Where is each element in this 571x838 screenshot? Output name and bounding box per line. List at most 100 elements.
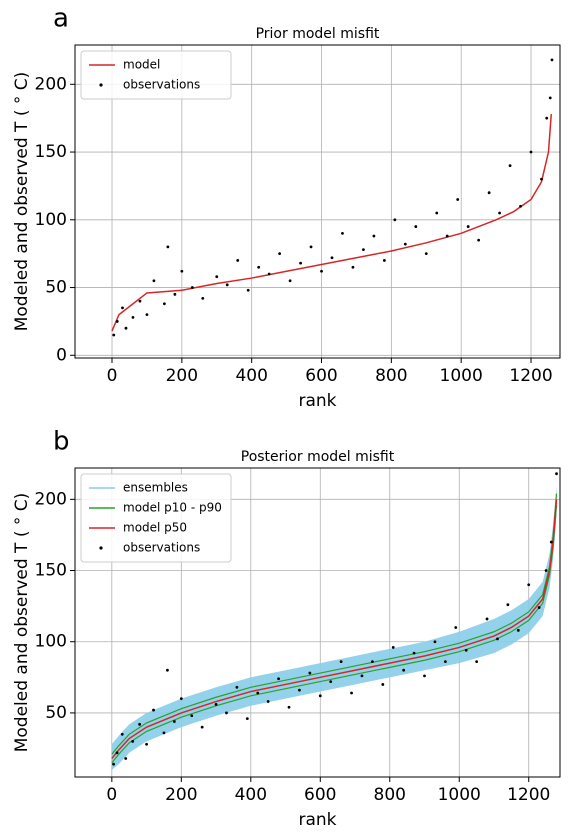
y-tick-label: 200 xyxy=(35,74,67,94)
observation-point xyxy=(190,714,194,718)
observation-point xyxy=(121,306,124,310)
observation-point xyxy=(287,705,291,709)
y-tick-label: 50 xyxy=(45,278,67,298)
observation-point xyxy=(360,674,364,678)
legend-label: model xyxy=(123,58,160,72)
observation-point xyxy=(277,677,280,681)
observation-point xyxy=(215,275,219,279)
observation-point xyxy=(173,292,177,296)
x-tick-label: 600 xyxy=(304,785,336,805)
observation-point xyxy=(329,680,333,683)
observation-point xyxy=(516,628,520,632)
plot-frame xyxy=(74,44,561,359)
observation-point xyxy=(225,711,228,715)
observation-point xyxy=(435,211,439,215)
observation-point xyxy=(124,326,128,330)
observation-point xyxy=(393,218,397,222)
observation-point xyxy=(298,688,301,692)
legend-box xyxy=(80,473,232,563)
observation-point xyxy=(180,269,184,273)
observation-point xyxy=(124,757,128,760)
observation-point xyxy=(225,283,229,287)
observation-point xyxy=(402,668,406,672)
observation-point xyxy=(464,648,468,652)
observation-point xyxy=(235,685,239,689)
y-tick-label: 0 xyxy=(56,345,67,365)
observation-point xyxy=(381,683,385,686)
observation-point xyxy=(267,272,271,276)
observation-point xyxy=(190,286,194,289)
x-tick-label: 1200 xyxy=(509,366,552,386)
observation-point xyxy=(362,248,365,252)
observation-point xyxy=(236,259,240,262)
y-tick-label: 100 xyxy=(35,210,67,230)
observation-point xyxy=(477,238,481,242)
observation-point xyxy=(339,660,343,664)
chart-title: Posterior model misfit xyxy=(241,449,395,465)
observation-point xyxy=(112,762,115,766)
x-tick-label: 600 xyxy=(305,366,337,386)
legend-label: observations xyxy=(123,78,200,92)
observation-point xyxy=(138,299,142,303)
observation-point xyxy=(145,742,148,746)
y-axis-label: Modeled and observed T ( ° C) xyxy=(12,72,32,332)
x-tick-label: 1200 xyxy=(507,785,550,805)
observation-point xyxy=(454,626,458,629)
y-tick-label: 150 xyxy=(35,561,67,581)
observation-point xyxy=(545,116,549,120)
observation-point xyxy=(318,694,322,698)
observation-point xyxy=(166,245,170,249)
observation-point xyxy=(519,204,522,208)
x-tick-label: 1000 xyxy=(440,366,483,386)
observation-point xyxy=(162,731,166,735)
x-tick-label: 0 xyxy=(107,366,118,386)
plot-frame xyxy=(74,467,561,778)
observation-point xyxy=(162,302,166,306)
model-line xyxy=(111,114,553,332)
observation-point xyxy=(506,603,510,607)
y-tick-label: 100 xyxy=(35,632,67,652)
observation-point xyxy=(433,640,437,644)
observation-point xyxy=(115,320,119,323)
observation-point xyxy=(540,177,543,181)
observation-point xyxy=(350,691,353,695)
observation-point xyxy=(487,191,491,195)
model-line xyxy=(111,499,558,759)
observation-point xyxy=(278,252,282,256)
legend-label: model p10 - p90 xyxy=(123,501,222,515)
observation-point xyxy=(382,259,386,262)
observation-point xyxy=(152,708,155,712)
observation-point xyxy=(548,96,552,100)
observation-point xyxy=(166,668,169,672)
observation-point xyxy=(138,722,142,726)
x-axis-label: rank xyxy=(298,391,336,411)
x-tick-label: 0 xyxy=(106,785,117,805)
observation-point xyxy=(544,569,548,572)
observation-point xyxy=(320,269,323,273)
observation-point xyxy=(527,583,531,587)
observation-point xyxy=(445,234,449,238)
observation-point xyxy=(370,660,374,664)
observation-point xyxy=(341,231,344,235)
observation-point xyxy=(245,717,249,721)
observation-point xyxy=(508,164,512,167)
observation-point xyxy=(475,660,479,664)
x-tick-label: 800 xyxy=(374,785,406,805)
observation-point xyxy=(330,256,334,260)
observation-point xyxy=(131,315,135,319)
x-tick-label: 200 xyxy=(165,785,197,805)
observation-point xyxy=(414,225,418,228)
x-tick-label: 400 xyxy=(235,366,267,386)
chart-title: Prior model misfit xyxy=(256,26,380,42)
observation-point xyxy=(423,674,426,678)
observation-point xyxy=(351,265,355,269)
x-tick-label: 400 xyxy=(235,785,267,805)
ensemble-band xyxy=(111,485,557,770)
observation-point xyxy=(145,313,149,317)
observation-point xyxy=(443,660,447,664)
observation-point xyxy=(112,333,116,337)
x-tick-label: 1000 xyxy=(438,785,481,805)
observation-point xyxy=(201,296,205,300)
observation-point xyxy=(496,637,499,641)
